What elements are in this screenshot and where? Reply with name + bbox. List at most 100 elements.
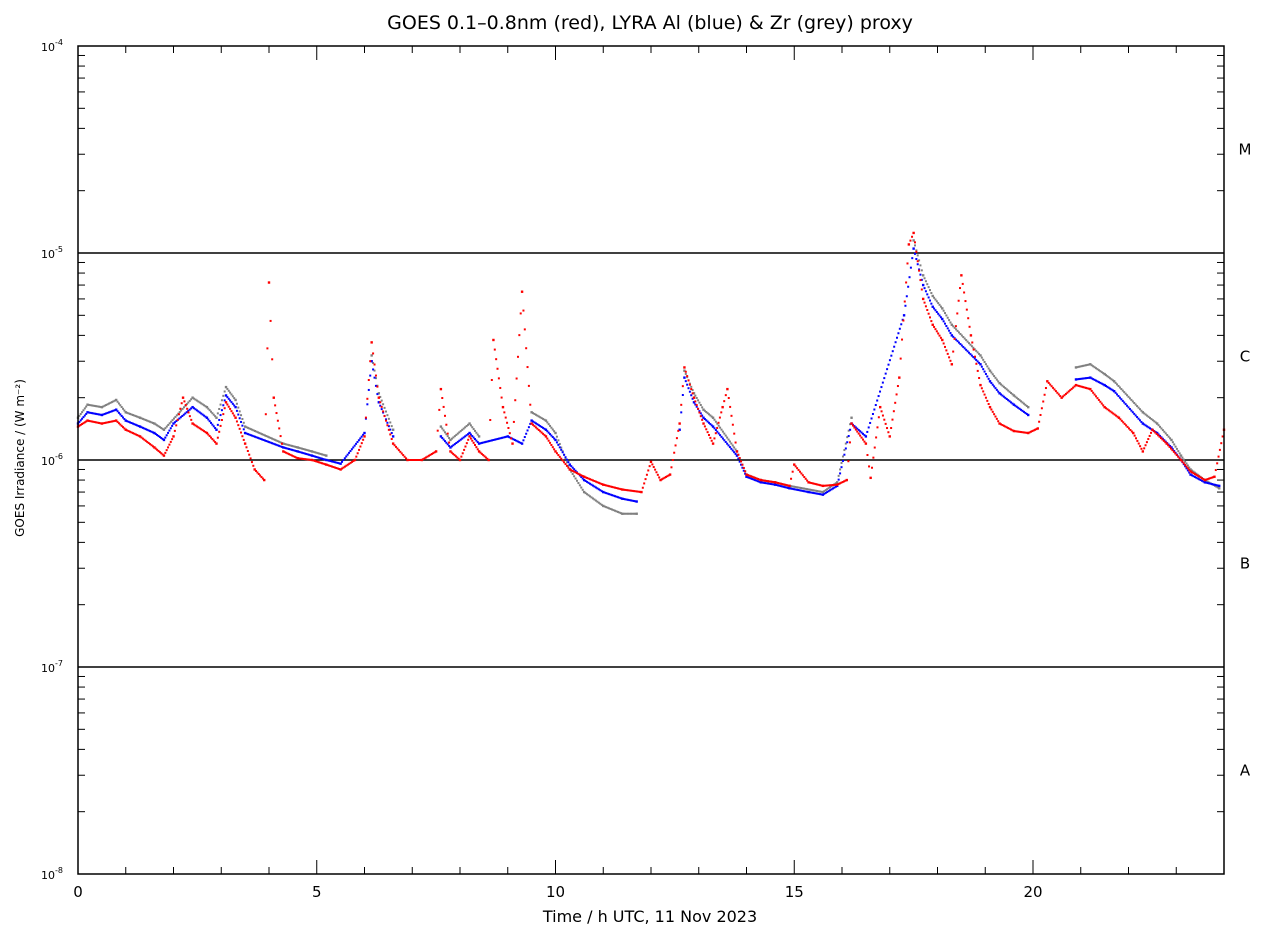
data-point	[240, 414, 243, 417]
data-point	[978, 361, 981, 364]
data-point	[827, 490, 830, 493]
data-point	[891, 350, 894, 353]
data-point	[826, 491, 829, 494]
data-point	[373, 363, 376, 366]
data-point	[742, 466, 745, 469]
data-point	[1198, 478, 1201, 481]
data-point	[313, 455, 316, 458]
data-point	[733, 446, 736, 449]
data-point	[1211, 483, 1214, 486]
data-point	[137, 434, 140, 437]
data-point	[271, 437, 274, 440]
data-point	[923, 277, 926, 280]
data-point	[809, 481, 812, 484]
data-point	[724, 434, 727, 437]
data-point	[146, 440, 149, 443]
data-point	[635, 500, 638, 503]
data-point	[768, 482, 771, 485]
data-point	[1052, 386, 1055, 389]
data-point	[575, 479, 578, 482]
data-point	[1191, 471, 1194, 474]
data-point	[1213, 483, 1216, 486]
data-point	[102, 413, 105, 416]
data-point	[275, 443, 278, 446]
data-point	[177, 413, 180, 416]
data-point	[532, 420, 535, 423]
data-point	[606, 506, 609, 509]
data-point	[1144, 413, 1147, 416]
data-point	[628, 489, 631, 492]
data-point	[924, 305, 927, 308]
data-point	[285, 451, 288, 454]
data-point	[333, 461, 336, 464]
data-point	[446, 432, 449, 435]
data-point	[1186, 467, 1189, 470]
data-point	[280, 445, 283, 448]
data-point	[641, 486, 644, 489]
data-point	[382, 410, 385, 413]
data-point	[698, 410, 701, 413]
data-point	[952, 350, 955, 353]
data-point	[194, 424, 197, 427]
data-point	[857, 428, 860, 431]
data-point	[591, 484, 594, 487]
data-point	[157, 449, 160, 452]
data-point	[1109, 387, 1112, 390]
data-point	[920, 269, 923, 272]
data-point	[241, 424, 244, 427]
data-point	[353, 458, 357, 462]
data-point	[968, 342, 971, 345]
data-point	[589, 478, 592, 481]
data-point	[190, 418, 193, 421]
data-point	[806, 490, 809, 493]
data-point	[945, 349, 948, 352]
data-point	[389, 428, 392, 431]
data-point	[921, 274, 925, 277]
data-point	[561, 450, 564, 453]
data-point	[547, 431, 550, 434]
data-point	[965, 339, 968, 342]
data-point	[1121, 389, 1124, 392]
data-point	[720, 435, 723, 438]
data-point	[407, 459, 410, 461]
data-point	[1095, 379, 1098, 382]
data-point	[1007, 389, 1010, 392]
data-point	[740, 463, 743, 466]
data-point	[181, 414, 184, 417]
data-point	[269, 436, 272, 439]
data-point	[938, 314, 941, 317]
data-point	[886, 427, 889, 430]
data-point	[295, 450, 298, 453]
data-point	[948, 356, 951, 359]
data-point	[659, 478, 662, 482]
data-point	[635, 512, 638, 515]
data-point	[691, 389, 694, 392]
data-point	[129, 430, 132, 433]
data-point	[245, 446, 248, 449]
data-point	[764, 479, 767, 482]
data-point	[1047, 381, 1050, 384]
data-point	[581, 477, 584, 480]
data-point	[195, 409, 198, 412]
data-point	[1169, 437, 1172, 440]
data-point	[713, 437, 716, 440]
data-point	[640, 490, 643, 494]
data-point	[267, 281, 271, 284]
data-point	[952, 325, 955, 328]
data-point	[675, 437, 678, 440]
data-point	[553, 448, 556, 451]
data-point	[309, 450, 312, 453]
data-point	[1010, 392, 1013, 395]
data-point	[994, 387, 997, 390]
data-point	[571, 472, 574, 475]
data-point	[492, 439, 495, 442]
data-point	[147, 442, 150, 445]
data-point	[156, 433, 159, 436]
data-point	[873, 408, 876, 411]
data-point	[924, 280, 927, 283]
data-point	[1117, 384, 1120, 387]
data-point	[622, 498, 625, 501]
data-point	[738, 457, 741, 460]
data-point	[279, 441, 282, 444]
data-point	[369, 374, 372, 377]
